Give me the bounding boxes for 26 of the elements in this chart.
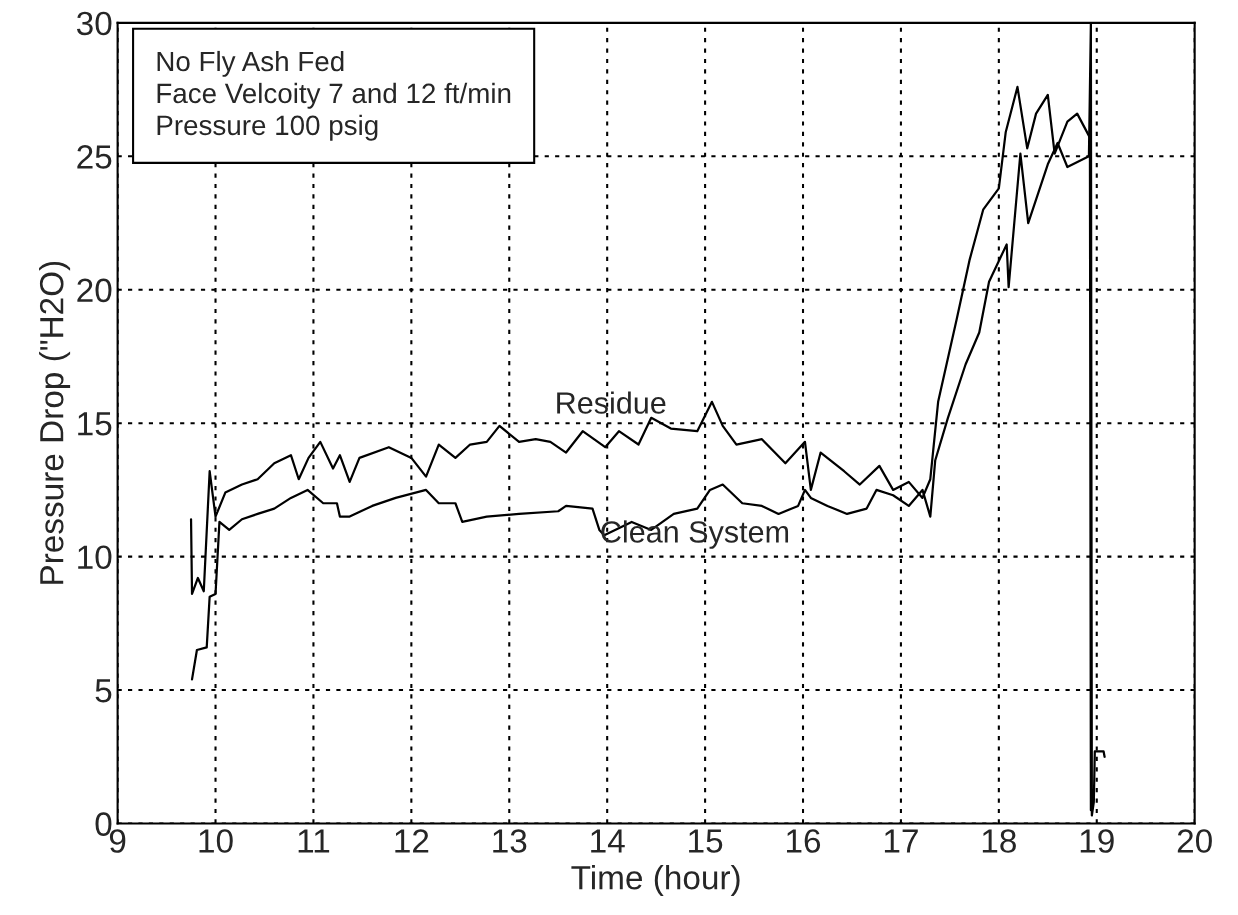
y-tick-label: 20 xyxy=(77,278,112,303)
y-tick-label: 15 xyxy=(78,412,112,436)
x-tick-label: 10 xyxy=(199,829,233,853)
series-label: Clean System xyxy=(601,520,789,549)
x-tick-label: 18 xyxy=(982,829,1016,853)
x-tick-label: 15 xyxy=(689,829,723,853)
x-tick-label: 20 xyxy=(1177,829,1212,853)
y-tick-label: 25 xyxy=(77,145,112,169)
y-tick-label: 5 xyxy=(95,679,112,703)
annotation: Pressure 100 psig xyxy=(157,114,378,141)
y-tick-label: 0 xyxy=(95,812,112,836)
y-tick-label: 30 xyxy=(76,11,112,36)
x-tick-label: 13 xyxy=(493,829,527,853)
x-tick-label: 17 xyxy=(884,829,918,853)
y-tick-label: 10 xyxy=(78,545,112,570)
x-axis-title: Time (hour) xyxy=(571,864,740,897)
annotation: No Fly Ash Fed xyxy=(157,50,344,77)
y-axis-title: Pressure Drop ("H2O) xyxy=(39,261,71,584)
x-tick-label: 12 xyxy=(395,829,429,853)
series-label: Residue xyxy=(557,391,666,414)
x-tick-label: 14 xyxy=(591,829,625,853)
x-tick-label: 16 xyxy=(787,829,821,853)
x-tick-label: 9 xyxy=(109,829,126,853)
annotation: Face Velcoity 7 and 12 ft/min xyxy=(157,82,511,109)
x-tick-label: 11 xyxy=(298,829,330,853)
x-tick-label: 19 xyxy=(1080,829,1114,853)
